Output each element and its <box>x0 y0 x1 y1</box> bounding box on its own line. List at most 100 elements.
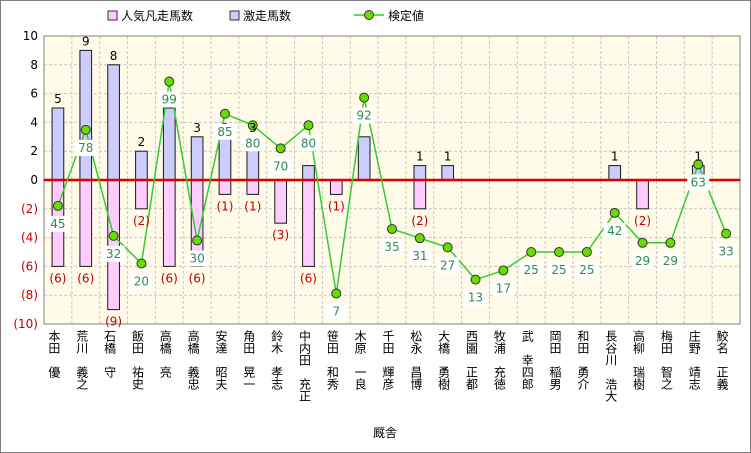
y-tick-label: 8 <box>30 58 38 72</box>
kentei-point <box>637 237 648 248</box>
svg-text:80: 80 <box>245 136 260 150</box>
kentei-point <box>247 120 258 131</box>
gekisou-label: 1 <box>611 150 619 164</box>
svg-text:45: 45 <box>50 217 65 231</box>
kentei-point <box>219 108 230 119</box>
x-tick-label: 庄野 靖志 <box>687 329 701 390</box>
kentei-label: 78 <box>74 139 97 156</box>
y-tick-label: 0 <box>30 173 38 187</box>
y-tick-label: 2 <box>30 144 38 158</box>
bar-ninki-bonsou <box>162 179 176 267</box>
kentei-label: 80 <box>297 135 320 152</box>
y-tick-label: (4) <box>21 231 38 245</box>
kentei-point <box>359 92 370 103</box>
svg-text:13: 13 <box>468 291 483 305</box>
kentei-point <box>721 228 732 239</box>
bar-gekisou <box>413 165 427 181</box>
kentei-label: 25 <box>520 262 543 278</box>
bonsou-label: (3) <box>272 228 289 242</box>
gekisou-label: 2 <box>138 135 146 149</box>
svg-text:80: 80 <box>301 136 316 150</box>
bar-ninki-bonsou <box>246 179 260 195</box>
kentei-label: 70 <box>269 158 292 175</box>
y-tick-label: 6 <box>30 87 38 101</box>
kentei-point <box>470 274 481 285</box>
gekisou-label: 9 <box>82 34 90 48</box>
kentei-label: 32 <box>102 245 125 262</box>
x-tick-label: 高橋 義忠 <box>186 329 200 390</box>
y-axis: 10 8 6 4 2 0 (2) (4) (6) (8) (10) <box>13 29 38 331</box>
x-tick-label: 武 幸四郎 <box>520 330 534 390</box>
kentei-label: 92 <box>353 107 376 124</box>
kentei-label: 27 <box>436 257 459 274</box>
kentei-point <box>136 258 147 269</box>
legend-item-gekisou: 激走馬数 <box>229 8 291 23</box>
bonsou-label: (1) <box>244 199 261 213</box>
svg-text:42: 42 <box>607 224 622 238</box>
kentei-label: 29 <box>659 252 682 269</box>
kentei-point <box>275 143 286 154</box>
y-tick-label: (6) <box>21 259 38 273</box>
bonsou-label: (1) <box>216 199 233 213</box>
bar-ninki-bonsou <box>636 179 649 210</box>
bar-gekisou <box>608 165 622 181</box>
kentei-point <box>303 120 314 131</box>
legend-marker <box>364 10 374 20</box>
bonsou-label: (6) <box>49 271 66 285</box>
data-labels: 5(6)459(6)788(9)322(2)205(6)993(6)303(1)… <box>46 34 738 329</box>
kentei-label: 20 <box>130 273 153 290</box>
bar-ninki-bonsou <box>413 179 427 210</box>
x-tick-label: 荒川 義之 <box>75 330 89 390</box>
kentei-label: 29 <box>631 252 654 269</box>
x-tick-label: 松永 昌博 <box>409 330 423 390</box>
kentei-label: 13 <box>464 289 487 306</box>
bar-gekisou <box>51 107 65 181</box>
kentei-point <box>414 233 425 244</box>
legend-label: 激走馬数 <box>243 8 291 23</box>
svg-text:7: 7 <box>332 304 340 318</box>
x-tick-label: 飯田 祐史 <box>130 329 144 390</box>
y-tick-label: (8) <box>21 288 38 302</box>
legend-item-kentei: 検定値 <box>354 8 424 23</box>
x-tick-label: 笹田 和秀 <box>325 330 339 390</box>
x-tick-label: 中内田 充正 <box>297 329 311 402</box>
x-axis: 本田 優荒川 義之 石橋 守飯田 祐史 高橋 亮高橋 義忠 安達 昭夫 角田 晃一 鈴木 … <box>47 329 729 402</box>
svg-text:99: 99 <box>162 93 177 107</box>
gekisou-label: 8 <box>110 49 118 63</box>
kentei-label: 7 <box>325 303 348 320</box>
svg-text:29: 29 <box>635 254 650 268</box>
kentei-label: 35 <box>381 238 403 255</box>
kentei-label: 33 <box>715 243 738 260</box>
svg-text:25: 25 <box>551 263 566 277</box>
x-tick-label: 鮫名 正義 <box>715 329 729 390</box>
kentei-point <box>331 288 342 299</box>
svg-text:92: 92 <box>357 109 372 123</box>
kentei-point <box>164 76 175 87</box>
legend-label: 検定値 <box>388 8 424 23</box>
bonsou-label: (6) <box>77 271 94 285</box>
x-tick-label: 本田 優 <box>47 330 61 379</box>
kentei-point <box>554 247 565 257</box>
x-tick-label: 石橋 守 <box>103 330 117 378</box>
line-series <box>52 76 732 299</box>
kentei-label: 17 <box>492 280 515 297</box>
svg-text:25: 25 <box>524 263 539 277</box>
x-tick-label: 岡田 稲男 <box>548 330 562 390</box>
kentei-label: 31 <box>408 248 431 265</box>
kentei-point <box>442 242 453 253</box>
kentei-point <box>498 265 509 276</box>
x-tick-label: 大橋 勇樹 <box>437 330 451 390</box>
bonsou-label: (2) <box>411 214 428 228</box>
bar-gekisou <box>190 136 204 181</box>
y-tick-label: (2) <box>21 202 38 216</box>
svg-text:33: 33 <box>718 245 733 259</box>
y-tick-label: (10) <box>13 317 38 331</box>
kentei-label: 25 <box>548 262 571 278</box>
x-tick-label: 鈴木 孝志 <box>270 329 284 390</box>
bonsou-label: (6) <box>189 271 206 285</box>
x-tick-label: 西園 正都 <box>465 330 479 390</box>
svg-text:78: 78 <box>78 141 93 155</box>
bonsou-label: (2) <box>634 214 651 228</box>
bar-gekisou <box>79 49 93 181</box>
